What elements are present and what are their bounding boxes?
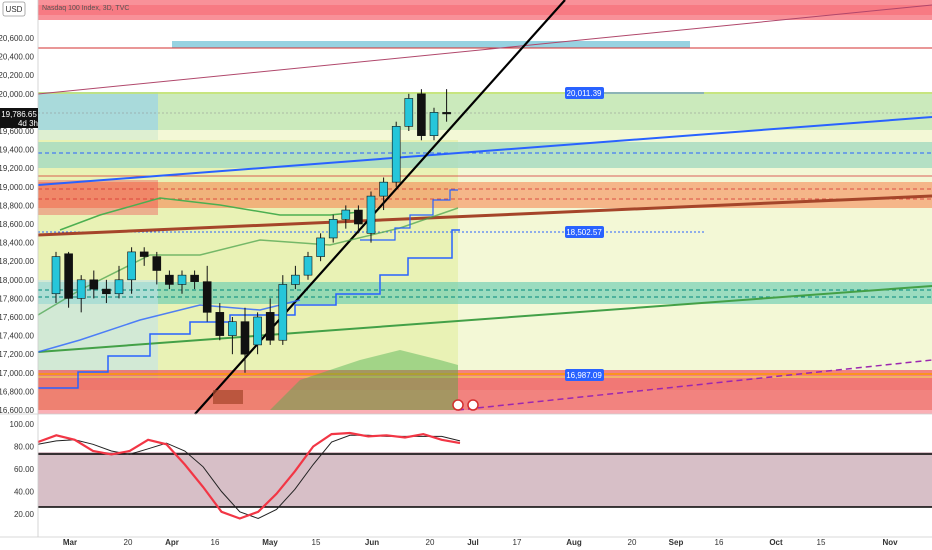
candle bbox=[291, 265, 300, 290]
price-tick: 18,400.00 bbox=[0, 239, 35, 248]
candle bbox=[139, 247, 149, 266]
price-tick: 20,600.00 bbox=[0, 34, 35, 43]
time-tick: Sep bbox=[669, 538, 684, 547]
time-tick: 15 bbox=[817, 538, 826, 547]
stoch-tick: 60.00 bbox=[14, 465, 35, 474]
time-tick: 16 bbox=[211, 538, 220, 547]
price-label-1: 20,011.39 bbox=[565, 87, 704, 99]
candle bbox=[404, 93, 414, 131]
price-tick: 17,000.00 bbox=[0, 369, 35, 378]
time-tick: 17 bbox=[513, 538, 522, 547]
candle bbox=[429, 107, 439, 141]
stoch-tick: 20.00 bbox=[14, 510, 35, 519]
candle bbox=[51, 251, 61, 304]
candle bbox=[228, 317, 237, 355]
last-price-badge: 19,786.65 4d 3h bbox=[0, 108, 38, 128]
candle bbox=[64, 251, 73, 308]
price-tick: 18,200.00 bbox=[0, 257, 35, 266]
price-tick: 17,200.00 bbox=[0, 350, 35, 359]
time-axis: Mar 20 Apr 16 May 15 Jun 20 Jul 17 Aug 20 Sep 16 Oct 15… bbox=[63, 538, 898, 547]
candle bbox=[165, 270, 174, 290]
candle bbox=[127, 247, 136, 294]
time-tick: Jul bbox=[467, 538, 479, 547]
candle bbox=[278, 275, 288, 345]
price-tick: 18,800.00 bbox=[0, 201, 35, 210]
time-tick: 16 bbox=[715, 538, 724, 547]
price-label-3: 16,987.09 bbox=[565, 369, 604, 381]
price-tick: 19,000.00 bbox=[0, 183, 35, 192]
price-tick: 17,400.00 bbox=[0, 332, 35, 341]
candle bbox=[102, 279, 111, 304]
candle bbox=[114, 265, 124, 299]
stoch-tick: 80.00 bbox=[14, 443, 35, 452]
candle bbox=[240, 307, 250, 373]
candle bbox=[316, 233, 325, 262]
candle bbox=[253, 312, 262, 355]
cloud-area bbox=[270, 350, 458, 410]
price-tick: 20,400.00 bbox=[0, 53, 35, 62]
stoch-tick: 100.00 bbox=[10, 420, 35, 429]
time-tick: 20 bbox=[124, 538, 133, 547]
candle bbox=[265, 298, 275, 345]
time-tick: Apr bbox=[165, 538, 179, 547]
price-tick: 20,200.00 bbox=[0, 71, 35, 80]
candle bbox=[442, 89, 451, 122]
price-label-text-3: 16,987.09 bbox=[566, 371, 602, 380]
candle bbox=[354, 205, 363, 234]
stoch-tick: 40.00 bbox=[14, 488, 35, 497]
candle bbox=[76, 275, 86, 313]
candle bbox=[215, 303, 225, 341]
stochastic-axis: 100.00 80.00 60.00 40.00 20.00 bbox=[10, 420, 35, 519]
background-zones bbox=[38, 0, 932, 507]
price-tick: 17,800.00 bbox=[0, 294, 35, 303]
price-tick: 18,000.00 bbox=[0, 276, 35, 285]
last-price-value: 19,786.65 bbox=[1, 110, 37, 119]
time-tick: Jun bbox=[365, 538, 379, 547]
time-tick: 20 bbox=[628, 538, 637, 547]
stochastic-panel bbox=[37, 431, 461, 520]
stepped-trail bbox=[38, 229, 460, 389]
time-tick: Nov bbox=[882, 538, 898, 547]
time-tick: 15 bbox=[312, 538, 321, 547]
price-label-text-1: 20,011.39 bbox=[567, 89, 603, 98]
event-flags bbox=[452, 399, 479, 411]
candle bbox=[328, 214, 338, 243]
price-label-2: 18,502.57 bbox=[565, 226, 604, 238]
price-tick: 19,400.00 bbox=[0, 146, 35, 155]
candle bbox=[417, 89, 426, 141]
candle bbox=[89, 270, 99, 299]
time-tick: May bbox=[262, 538, 278, 547]
time-tick: Mar bbox=[63, 538, 77, 547]
price-tick: 18,600.00 bbox=[0, 220, 35, 229]
brown-box bbox=[213, 390, 243, 404]
candle bbox=[177, 270, 187, 294]
price-tick: 19,200.00 bbox=[0, 164, 35, 173]
candle bbox=[152, 251, 162, 285]
time-tick: Aug bbox=[566, 538, 582, 547]
stochastic-k-line bbox=[37, 431, 461, 520]
price-axis: 20,600.00 20,400.00 20,200.00 20,000.00 19,6… bbox=[0, 34, 35, 415]
currency-label[interactable]: USD bbox=[6, 5, 23, 14]
symbol-label: Nasdaq 100 Index, 3D, TVC bbox=[42, 5, 130, 12]
time-tick: 20 bbox=[426, 538, 435, 547]
price-tick: 16,600.00 bbox=[0, 406, 35, 415]
stepped-trail-upper bbox=[360, 189, 458, 241]
price-tick: 20,000.00 bbox=[0, 90, 35, 99]
candle bbox=[379, 177, 388, 211]
candle bbox=[303, 251, 313, 280]
price-tick: 19,600.00 bbox=[0, 127, 35, 136]
time-tick: Oct bbox=[769, 538, 783, 547]
candle bbox=[366, 191, 376, 243]
price-label-text-2: 18,502.57 bbox=[566, 228, 602, 237]
candlestick-series bbox=[51, 89, 451, 373]
countdown: 4d 3h bbox=[18, 119, 38, 128]
candle bbox=[341, 205, 351, 229]
candle bbox=[190, 270, 199, 290]
candle bbox=[202, 265, 212, 322]
price-tick: 16,800.00 bbox=[0, 387, 35, 396]
candle bbox=[391, 121, 401, 187]
price-tick: 17,600.00 bbox=[0, 313, 35, 322]
